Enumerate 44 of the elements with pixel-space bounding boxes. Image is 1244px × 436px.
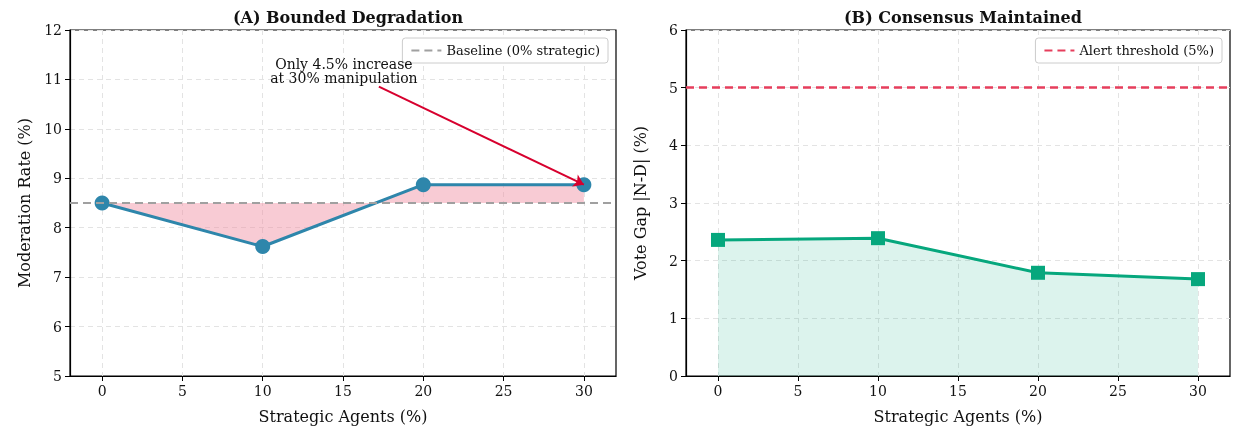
x-tick-label: 5 [793,383,803,399]
x-axis-title: Strategic Agents (%) [873,406,1043,426]
x-tick-label: 15 [334,383,352,399]
x-tick-label: 5 [177,383,187,399]
y-tick-label: 0 [669,368,678,384]
y-tick-label: 5 [53,368,62,384]
y-axis-title: Vote Gap |N-D| (%) [630,125,650,282]
legend-label: Baseline (0% strategic) [446,43,601,58]
y-tick-label: 7 [53,269,62,286]
x-tick-label: 15 [949,383,967,399]
y-tick-label: 6 [53,318,63,335]
annotation: Only 4.5% increase at 30% manipulation [270,55,418,86]
point [871,231,885,246]
point [1031,265,1045,280]
x-tick-label: 30 [1189,383,1207,399]
y-tick-label: 10 [44,120,62,137]
x-tick-label: 25 [494,383,513,399]
y-tick-label: 4 [669,137,679,154]
y-tick-label: 12 [44,22,62,38]
y-tick-label: 11 [44,71,62,88]
x-tick-label: 25 [1109,383,1127,399]
x-tick-label: 30 [574,383,593,399]
x-tick-label: 20 [1029,383,1047,399]
y-tick-label: 3 [669,195,678,211]
chart-title: (A) Bounded Degradation [232,7,464,27]
y-tick-label: 1 [669,310,678,327]
point [415,177,431,193]
point [1191,272,1205,287]
point [711,232,725,247]
y-axis-title: Moderation Rate (%) [14,117,34,289]
y-tick-label: 5 [669,79,678,96]
x-tick-label: 10 [253,383,272,399]
x-tick-label: 20 [414,383,433,399]
chart-title: (B) Consensus Maintained [844,7,1082,27]
legend-label: Alert threshold (5%) [1078,43,1215,58]
y-tick-label: 8 [53,219,62,236]
y-tick-label: 2 [669,252,678,269]
x-axis-title: Strategic Agents (%) [258,406,428,426]
x-tick-label: 10 [869,383,887,399]
y-tick-label: 9 [53,170,62,187]
x-tick-label: 0 [713,383,723,399]
y-tick-label: 6 [669,22,679,38]
point [255,239,271,254]
x-tick-label: 0 [97,383,107,399]
